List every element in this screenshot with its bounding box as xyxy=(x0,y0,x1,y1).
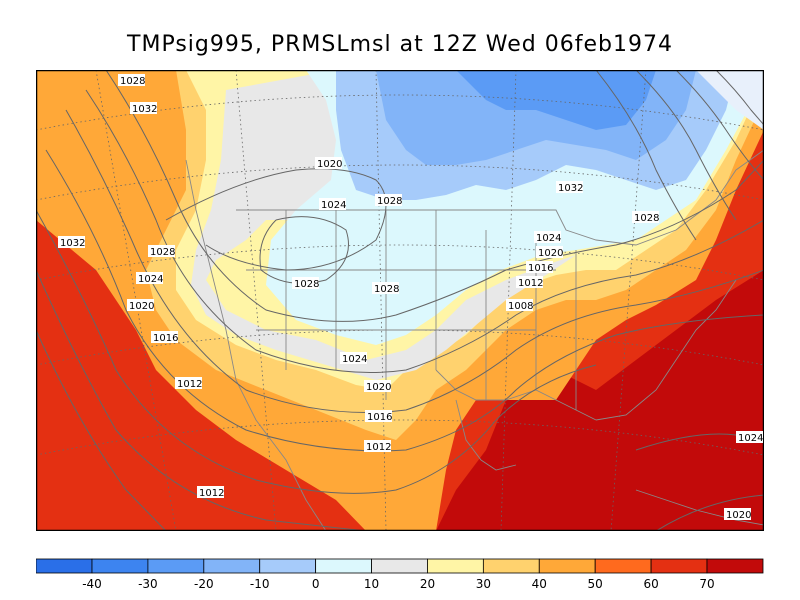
legend-tick-label: -20 xyxy=(194,577,214,591)
isobar-value: 1024 xyxy=(342,354,367,365)
isobar-value: 1024 xyxy=(138,274,163,285)
isobar-label: 1012 xyxy=(364,440,391,453)
isobar-label: 1028 xyxy=(292,277,319,290)
isobar-label: 1020 xyxy=(127,299,154,312)
legend-swatch xyxy=(203,558,261,574)
isobar-label: 1028 xyxy=(118,74,145,87)
isobar-label: 1032 xyxy=(556,181,583,194)
legend-tick-label: -30 xyxy=(138,577,158,591)
isobar-value: 1028 xyxy=(150,247,175,258)
isobar-value: 1016 xyxy=(367,412,392,423)
isobar-label: 1020 xyxy=(724,508,751,521)
isobar-value: 1028 xyxy=(634,213,659,224)
isobar-label: 1032 xyxy=(58,236,85,249)
isobar-label: 1016 xyxy=(365,410,392,423)
isobar-value: 1008 xyxy=(508,301,533,312)
isobar-value: 1032 xyxy=(132,104,157,115)
legend-tick-label: 70 xyxy=(699,577,714,591)
isobar-label: 1028 xyxy=(372,282,399,295)
isobar-label: 1012 xyxy=(197,486,224,499)
isobar-value: 1012 xyxy=(177,379,202,390)
legend-swatch xyxy=(147,558,205,574)
isobar-value: 1020 xyxy=(366,382,391,393)
legend-swatch xyxy=(371,558,428,574)
legend-tick-label: 50 xyxy=(588,577,603,591)
isobar-label: 1012 xyxy=(516,276,543,289)
isobar-value: 1024 xyxy=(738,433,763,444)
legend-tick-label: 0 xyxy=(312,577,320,591)
color-legend: -40 -30 -20 -10 0 10 20 30 40 50 60 70 xyxy=(36,558,764,591)
isobar-label: 1008 xyxy=(506,299,533,312)
legend-swatch xyxy=(36,558,93,574)
legend-swatch xyxy=(538,558,596,574)
isobar-value: 1012 xyxy=(518,278,543,289)
isobar-value: 1012 xyxy=(199,488,224,499)
isobar-value: 1020 xyxy=(538,248,563,259)
map-border xyxy=(36,70,764,531)
isobar-value: 1032 xyxy=(558,183,583,194)
isobar-label: 1024 xyxy=(136,272,163,285)
isobar-value: 1020 xyxy=(317,159,342,170)
isobar-value: 1020 xyxy=(129,301,154,312)
isobar-label: 1020 xyxy=(364,380,391,393)
isobar-value: 1016 xyxy=(153,333,178,344)
legend-swatch xyxy=(594,558,652,574)
legend-swatch xyxy=(650,558,708,574)
temp-zone-gray xyxy=(191,70,576,380)
isobar-label: 1020 xyxy=(315,157,342,170)
coastlines xyxy=(185,149,764,531)
legend-tick-label: -10 xyxy=(250,577,270,591)
isobar-label: 1024 xyxy=(340,352,367,365)
isobar-label: 1028 xyxy=(148,245,175,258)
legend-swatch xyxy=(91,558,149,574)
legend-swatch xyxy=(427,558,484,574)
isobar-label: 1016 xyxy=(151,331,178,344)
isobar-value: 1028 xyxy=(374,284,399,295)
isobar-value: 1024 xyxy=(321,200,346,211)
legend-tick-label: 30 xyxy=(476,577,491,591)
isobar-labels: 1028 1032 1020 1024 1028 1032 1028 1032 1028 1024… xyxy=(58,74,763,521)
isobar-label: 1020 xyxy=(536,246,563,259)
isobar-value: 1028 xyxy=(294,279,319,290)
isobar-value: 1020 xyxy=(726,510,751,521)
legend-swatch xyxy=(315,558,372,574)
legend-swatch xyxy=(706,558,764,574)
isobar-label: 1028 xyxy=(632,211,659,224)
temp-zone-northeast-white xyxy=(696,70,764,130)
isobar-label: 1016 xyxy=(526,261,553,274)
isobar-label: 1028 xyxy=(375,194,402,207)
isobar-value: 1016 xyxy=(528,263,553,274)
temp-zone-deepblue xyxy=(456,70,656,130)
legend-tick-label: 60 xyxy=(643,577,658,591)
isobar-label: 1024 xyxy=(319,198,346,211)
isobar-value: 1012 xyxy=(366,442,391,453)
weather-map: 1028 1032 1020 1024 1028 1032 1028 1032 1028 1024… xyxy=(36,70,764,531)
legend-tick-label: -40 xyxy=(82,577,102,591)
legend-tick-label: 40 xyxy=(532,577,547,591)
isobar-label: 1024 xyxy=(736,431,763,444)
isobar-value: 1028 xyxy=(377,196,402,207)
isobar-value: 1024 xyxy=(536,233,561,244)
isobar-value: 1032 xyxy=(60,238,85,249)
legend-tick-label: 20 xyxy=(420,577,435,591)
isobar-value: 1028 xyxy=(120,76,145,87)
legend-swatch xyxy=(482,558,540,574)
legend-tick-label: 10 xyxy=(364,577,379,591)
isobar-label: 1012 xyxy=(175,377,202,390)
chart-title: TMPsig995, PRMSLmsl at 12Z Wed 06feb1974 xyxy=(127,32,673,57)
legend-swatch xyxy=(259,558,317,574)
temp-zone-darkred xyxy=(436,270,764,531)
isobar-label: 1032 xyxy=(130,102,157,115)
isobar-label: 1024 xyxy=(534,231,561,244)
